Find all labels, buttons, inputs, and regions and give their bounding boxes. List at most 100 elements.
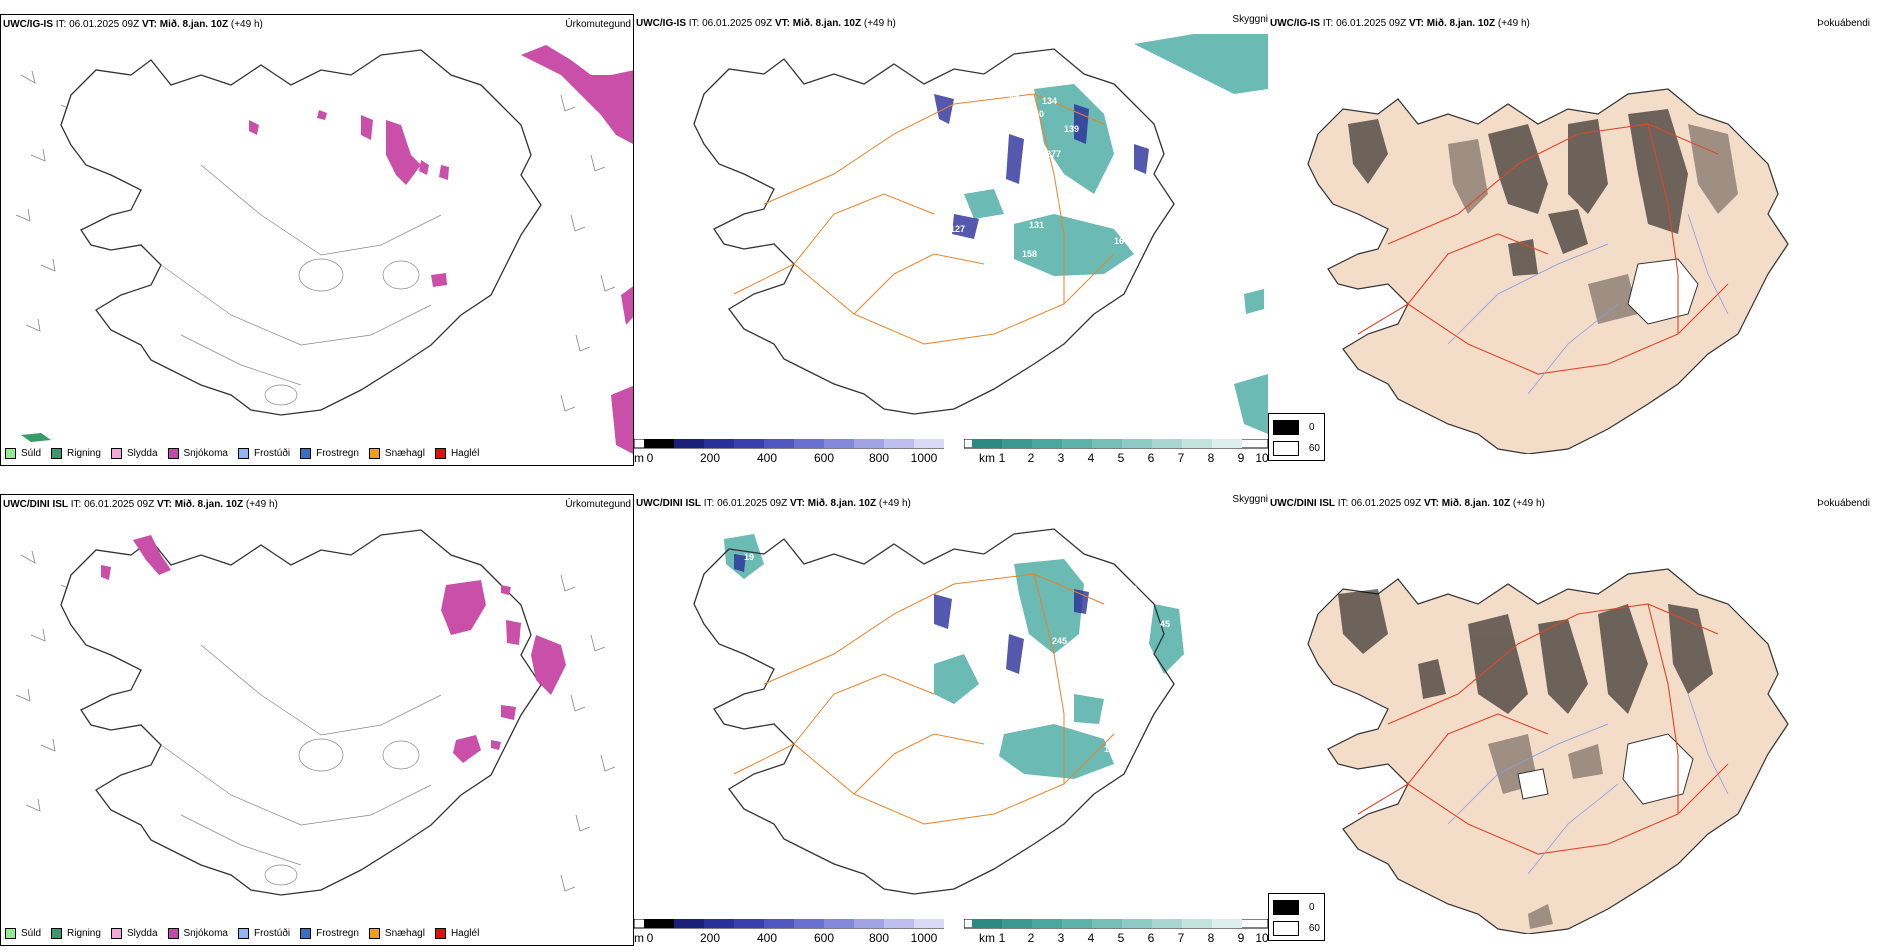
fog-swatch — [1273, 900, 1299, 915]
cloud-base-label: 131 — [1029, 220, 1045, 230]
legend-item: Frostregn — [300, 448, 359, 459]
legend-item: Rigning — [51, 928, 101, 939]
model-name: UWC/DINI ISL — [3, 499, 68, 510]
panel-title: UWC/IG-IS IT: 06.01.2025 09Z VT: Mið. 8.… — [636, 18, 896, 29]
visibility-scale: km 1 2 3 4 5 6 7 8 9 10 — [944, 439, 1268, 466]
lead-time: (+49 h) — [230, 19, 263, 30]
legend-swatch — [368, 448, 380, 459]
cloud-map — [693, 34, 1268, 434]
tick-label: 200 — [699, 931, 721, 945]
init-time: IT: 06.01.2025 09Z — [688, 18, 773, 29]
precip-type-panel-bottom: UWC/DINI ISL IT: 06.01.2025 09Z VT: Mið.… — [0, 494, 634, 946]
cloud-base-label: 45 — [1160, 619, 1171, 629]
tick-label: 1000 — [910, 451, 938, 465]
tick-label: 800 — [868, 451, 890, 465]
fog-legend-item: 0 — [1273, 900, 1320, 915]
cloud-base-label: 922 — [1082, 634, 1098, 644]
legend-item: Snjókoma — [167, 448, 228, 459]
tick-label: 3 — [1057, 931, 1065, 945]
panel-title: UWC/DINI ISL IT: 06.01.2025 09Z VT: Mið.… — [1270, 498, 1545, 509]
cloud-labels: 19 812 771 245 922 17 297 180 45 — [634, 494, 1268, 934]
init-time: IT: 06.01.2025 09Z — [703, 498, 788, 509]
fog-index-panel-top: UWC/IG-IS IT: 06.01.2025 09Z VT: Mið. 8.… — [1268, 14, 1900, 466]
tick-label: 800 — [868, 931, 890, 945]
panel-name-cloud: Skyggni — [1232, 494, 1268, 505]
tick-label: 200 — [699, 451, 721, 465]
fog-swatch — [1273, 921, 1299, 936]
legend-swatch — [237, 448, 249, 459]
legend-swatch — [167, 448, 179, 459]
fog-legend-top: 0 60 — [1268, 413, 1325, 461]
valid-time: Mið. 8.jan. 10Z — [159, 19, 229, 30]
fog-map — [1307, 568, 1789, 934]
legend-item: Haglél — [434, 448, 479, 459]
fog-legend-item: 0 — [1273, 420, 1320, 435]
cloud-map — [693, 528, 1184, 895]
lead-time: (+49 h) — [878, 498, 911, 509]
legend-item: Súld — [5, 928, 41, 939]
model-name: UWC/IG-IS — [1270, 18, 1320, 29]
cloud-base-label: 290 — [994, 239, 1010, 249]
valid-time-label: VT: — [789, 498, 805, 509]
cloud-base-label: 180 — [1104, 744, 1120, 754]
panel-title: UWC/IG-IS IT: 06.01.2025 09Z VT: Mið. 8.… — [1270, 18, 1530, 29]
tick-label: 10 — [1255, 931, 1268, 945]
legend-item: Snæhagl — [368, 448, 425, 459]
model-name: UWC/DINI ISL — [1270, 498, 1335, 509]
tick-label: 0 — [646, 931, 654, 945]
cloud-base-label: 17 — [1132, 632, 1143, 642]
valid-time-label: VT: — [1423, 498, 1439, 509]
tick-label: 7 — [1177, 451, 1185, 465]
lead-time: (+49 h) — [1497, 18, 1530, 29]
precip-legend: Súld Rigning Slydda Snjókoma Frostúði Fr… — [5, 448, 489, 459]
cloud-base-label: 139 — [1064, 124, 1080, 134]
model-name: UWC/IG-IS — [636, 18, 686, 29]
tick-label: 1000 — [910, 931, 938, 945]
tick-label: 6 — [1147, 451, 1155, 465]
precip-map — [15, 529, 616, 896]
fog-legend-bottom: 0 60 — [1268, 893, 1325, 941]
lead-time: (+49 h) — [245, 499, 278, 510]
cloud-base-unit: m — [634, 451, 644, 465]
tick-label: 8 — [1207, 451, 1215, 465]
legend-swatch — [167, 928, 179, 939]
panel-name-precip: Úrkomutegund — [565, 499, 631, 510]
init-time: IT: 06.01.2025 09Z — [1337, 498, 1422, 509]
iceland-coast — [60, 529, 542, 896]
fog-swatch — [1273, 441, 1299, 456]
valid-time-label: VT: — [1408, 18, 1424, 29]
tick-label: 4 — [1087, 931, 1095, 945]
model-name: UWC/DINI ISL — [636, 498, 701, 509]
cloud-base-label: 297 — [994, 684, 1010, 694]
legend-item: Frostregn — [300, 928, 359, 939]
legend-swatch — [110, 448, 122, 459]
tick-label: 600 — [813, 451, 835, 465]
model-name: UWC/IG-IS — [3, 19, 53, 30]
tick-label: 600 — [813, 931, 835, 945]
tick-label: 400 — [756, 931, 778, 945]
legend-item: Snæhagl — [368, 928, 425, 939]
cloud-base-label: 19 — [744, 552, 755, 562]
init-time: IT: 06.01.2025 09Z — [1322, 18, 1407, 29]
legend-swatch — [368, 928, 380, 939]
precip-map — [15, 45, 633, 454]
iceland-coast — [60, 49, 542, 416]
legend-item: Súld — [5, 448, 41, 459]
cloud-base-unit: m — [634, 931, 644, 945]
cloud-base-label: 16 — [1114, 236, 1125, 246]
tick-label: 4 — [1087, 451, 1095, 465]
cloud-base-label: 245 — [1052, 636, 1068, 646]
tick-label: 7 — [1177, 931, 1185, 945]
legend-swatch — [300, 928, 312, 939]
panel-name-cloud: Skyggni — [1232, 14, 1268, 25]
valid-time: Mið. 8.jan. 10Z — [1441, 498, 1511, 509]
valid-time: Mið. 8.jan. 10Z — [174, 499, 244, 510]
cloud-base-label: 158 — [1022, 249, 1038, 259]
legend-item: Slydda — [110, 448, 158, 459]
legend-item: Haglél — [434, 928, 479, 939]
panel-name-precip: Úrkomutegund — [565, 19, 631, 30]
valid-time: Mið. 8.jan. 10Z — [792, 18, 862, 29]
visibility-colorbar — [964, 919, 1268, 929]
visibility-scale: km 1 2 3 4 5 6 7 8 9 10 — [944, 919, 1268, 946]
legend-swatch — [434, 448, 446, 459]
